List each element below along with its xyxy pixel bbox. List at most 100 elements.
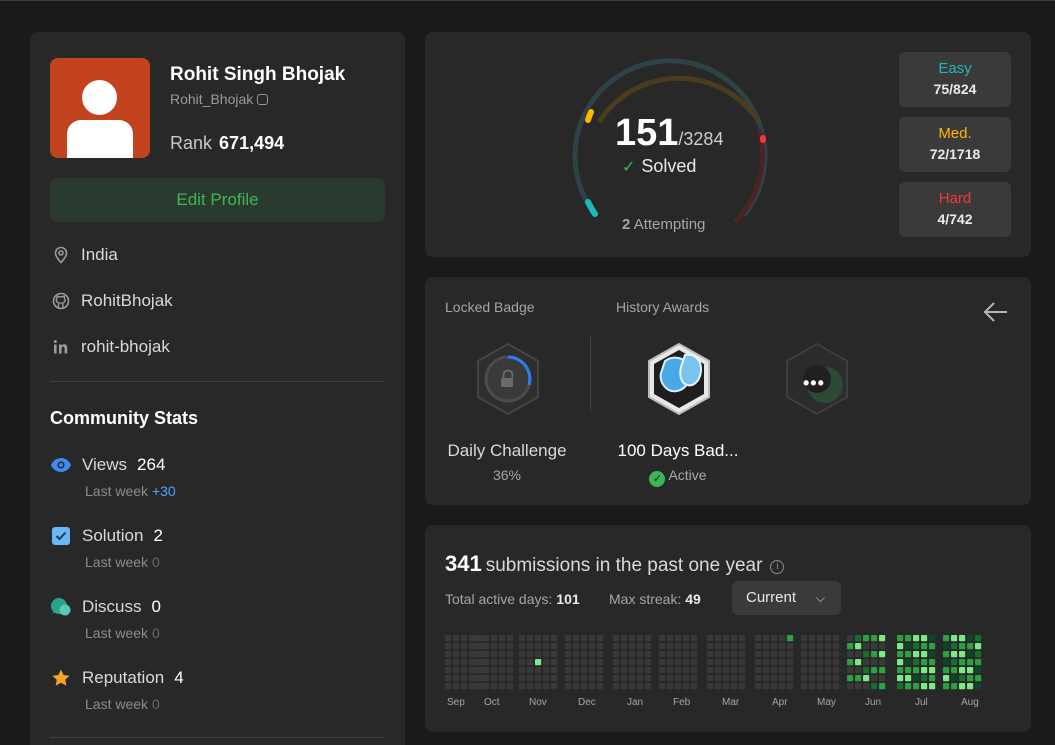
heatmap-cell[interactable] — [787, 643, 794, 650]
heatmap-cell[interactable] — [629, 635, 636, 642]
heatmap-cell[interactable] — [779, 651, 786, 658]
heatmap-cell[interactable] — [659, 675, 666, 682]
heatmap-cell[interactable] — [871, 659, 878, 666]
heatmap-cell[interactable] — [833, 635, 840, 642]
heatmap-cell[interactable] — [943, 683, 950, 690]
heatmap-cell[interactable] — [879, 651, 886, 658]
heatmap-cell[interactable] — [817, 675, 824, 682]
heatmap-cell[interactable] — [613, 651, 620, 658]
heatmap-cell[interactable] — [535, 635, 542, 642]
heatmap-cell[interactable] — [787, 667, 794, 674]
heatmap-cell[interactable] — [573, 643, 580, 650]
heatmap-cell[interactable] — [739, 667, 746, 674]
heatmap-cell[interactable] — [763, 651, 770, 658]
heatmap-cell[interactable] — [507, 635, 514, 642]
heatmap-cell[interactable] — [491, 643, 498, 650]
heatmap-cell[interactable] — [929, 635, 936, 642]
heatmap-cell[interactable] — [715, 643, 722, 650]
heatmap-cell[interactable] — [921, 683, 928, 690]
heatmap-cell[interactable] — [817, 635, 824, 642]
heatmap-cell[interactable] — [637, 651, 644, 658]
heatmap-cell[interactable] — [475, 675, 482, 682]
heatmap-cell[interactable] — [975, 643, 982, 650]
heatmap-cell[interactable] — [469, 675, 476, 682]
heatmap-cell[interactable] — [629, 667, 636, 674]
heatmap-cell[interactable] — [597, 667, 604, 674]
heatmap-cell[interactable] — [897, 643, 904, 650]
heatmap-cell[interactable] — [897, 675, 904, 682]
heatmap-cell[interactable] — [731, 651, 738, 658]
heatmap-cell[interactable] — [527, 675, 534, 682]
difficulty-hard[interactable]: Hard 4/742 — [899, 182, 1011, 237]
heatmap-cell[interactable] — [879, 643, 886, 650]
heatmap-cell[interactable] — [905, 683, 912, 690]
heatmap-cell[interactable] — [943, 635, 950, 642]
heatmap-cell[interactable] — [913, 643, 920, 650]
heatmap-cell[interactable] — [461, 643, 468, 650]
heatmap-cell[interactable] — [723, 651, 730, 658]
heatmap-cell[interactable] — [645, 675, 652, 682]
heatmap-cell[interactable] — [507, 643, 514, 650]
heatmap-cell[interactable] — [691, 675, 698, 682]
heatmap-cell[interactable] — [589, 675, 596, 682]
heatmap-cell[interactable] — [833, 643, 840, 650]
heatmap-cell[interactable] — [779, 683, 786, 690]
heatmap-cell[interactable] — [847, 651, 854, 658]
heatmap-cell[interactable] — [801, 683, 808, 690]
heatmap-cell[interactable] — [967, 659, 974, 666]
heatmap-cell[interactable] — [779, 643, 786, 650]
heatmap-cell[interactable] — [621, 635, 628, 642]
heatmap-cell[interactable] — [691, 683, 698, 690]
heatmap-cell[interactable] — [519, 675, 526, 682]
heatmap-cell[interactable] — [755, 683, 762, 690]
heatmap-cell[interactable] — [667, 659, 674, 666]
heatmap-cell[interactable] — [763, 659, 770, 666]
heatmap-cell[interactable] — [879, 659, 886, 666]
heatmap-cell[interactable] — [739, 643, 746, 650]
heatmap-cell[interactable] — [491, 659, 498, 666]
heatmap-cell[interactable] — [589, 683, 596, 690]
heatmap-cell[interactable] — [715, 683, 722, 690]
heatmap-cell[interactable] — [543, 635, 550, 642]
heatmap-cell[interactable] — [739, 635, 746, 642]
back-arrow-icon[interactable] — [981, 297, 1011, 327]
heatmap-cell[interactable] — [921, 635, 928, 642]
heatmap-cell[interactable] — [499, 643, 506, 650]
heatmap-cell[interactable] — [621, 667, 628, 674]
heatmap-cell[interactable] — [817, 659, 824, 666]
heatmap-cell[interactable] — [527, 635, 534, 642]
heatmap-cell[interactable] — [723, 643, 730, 650]
heatmap-cell[interactable] — [613, 667, 620, 674]
heatmap-cell[interactable] — [787, 651, 794, 658]
heatmap-cell[interactable] — [461, 683, 468, 690]
heatmap-cell[interactable] — [629, 683, 636, 690]
heatmap-cell[interactable] — [453, 659, 460, 666]
heatmap-cell[interactable] — [833, 651, 840, 658]
heatmap-cell[interactable] — [613, 675, 620, 682]
heatmap-cell[interactable] — [943, 659, 950, 666]
heatmap-cell[interactable] — [637, 643, 644, 650]
info-icon[interactable]: i — [770, 560, 785, 574]
heatmap-cell[interactable] — [847, 675, 854, 682]
heatmap-cell[interactable] — [809, 667, 816, 674]
heatmap-cell[interactable] — [589, 635, 596, 642]
heatmap-cell[interactable] — [755, 675, 762, 682]
heatmap-cell[interactable] — [739, 651, 746, 658]
heatmap-cell[interactable] — [645, 659, 652, 666]
heatmap-cell[interactable] — [499, 659, 506, 666]
heatmap-cell[interactable] — [565, 683, 572, 690]
heatmap-cell[interactable] — [597, 675, 604, 682]
heatmap-cell[interactable] — [483, 635, 490, 642]
heatmap-cell[interactable] — [715, 675, 722, 682]
heatmap-cell[interactable] — [675, 651, 682, 658]
heatmap-cell[interactable] — [707, 659, 714, 666]
heatmap-cell[interactable] — [645, 635, 652, 642]
heatmap-cell[interactable] — [645, 683, 652, 690]
heatmap-cell[interactable] — [589, 643, 596, 650]
heatmap-cell[interactable] — [905, 667, 912, 674]
heatmap-cell[interactable] — [959, 659, 966, 666]
heatmap-cell[interactable] — [847, 659, 854, 666]
heatmap-cell[interactable] — [573, 675, 580, 682]
heatmap-cell[interactable] — [943, 667, 950, 674]
heatmap-cell[interactable] — [905, 643, 912, 650]
